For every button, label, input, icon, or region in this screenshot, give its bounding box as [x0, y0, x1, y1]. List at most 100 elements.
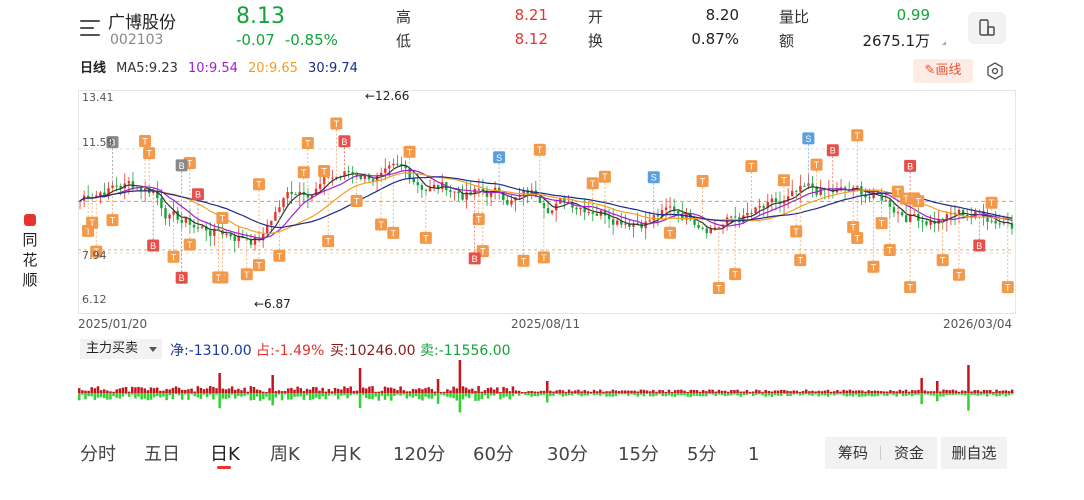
flow-sell-bar	[960, 393, 964, 396]
flow-buy-bar	[174, 386, 178, 393]
ma10-line	[79, 169, 1013, 239]
flow-buy-bar	[711, 389, 714, 393]
kline-chart-frame[interactable]	[78, 90, 1016, 314]
tab-1min[interactable]: 1分	[748, 444, 760, 465]
flow-sell-bar	[327, 393, 331, 396]
flow-buy: 买:10246.00	[330, 343, 416, 359]
flow-buy-bar	[318, 390, 321, 393]
flow-sell-bar	[205, 393, 209, 398]
signal-marker-label: B	[472, 254, 478, 264]
flow-sell-bar	[592, 393, 596, 396]
signal-marker-label: T	[602, 172, 608, 182]
flow-buy-bar	[96, 386, 100, 393]
signal-marker-label: T	[354, 197, 360, 207]
signal-marker-box	[1001, 281, 1014, 294]
signal-marker-box	[904, 281, 917, 294]
flow-sell-bar	[352, 393, 356, 395]
flow-buy-bar	[914, 390, 917, 393]
landscape-toggle-button[interactable]	[968, 12, 1006, 44]
flow-buy-bar	[998, 390, 1001, 393]
tab-5min[interactable]: 5分	[687, 444, 717, 465]
candle-body	[672, 206, 676, 212]
flow-sell-bar	[770, 393, 774, 397]
flow-buy-bar	[1001, 390, 1005, 393]
flow-sell-bar	[93, 393, 97, 400]
brand-char: 花	[22, 251, 38, 269]
candle-body	[900, 212, 904, 216]
kline-chart[interactable]: TTSTTBTTTTTTTTTTTTTTTTTTSTTTTTTTTTTBTTTB…	[78, 90, 1014, 312]
flow-buy-bar	[283, 391, 287, 393]
signal-marker-label: B	[195, 190, 201, 200]
tab-monthly-k[interactable]: 月K	[331, 444, 361, 465]
tab-120min[interactable]: 120分	[393, 444, 446, 465]
signal-marker-label: T	[146, 149, 152, 159]
flow-buy-bar	[745, 390, 749, 393]
flow-buy-bar	[867, 390, 870, 393]
flow-sell-bar	[209, 393, 212, 395]
tab-15min[interactable]: 15分	[618, 444, 659, 465]
flow-buy-bar	[137, 386, 140, 393]
funds-button[interactable]: 资金	[893, 444, 924, 462]
tab-weekly-k[interactable]: 周K	[270, 444, 300, 465]
flow-buy-bar	[726, 391, 730, 393]
tab-five-day[interactable]: 五日	[144, 444, 180, 465]
draw-line-button[interactable]: ✎画线	[913, 59, 973, 83]
candle-body	[782, 200, 786, 204]
flow-sell-bar	[474, 393, 477, 401]
flow-sell-bar	[858, 393, 861, 397]
flow-buy-bar	[854, 390, 858, 393]
indicator-select[interactable]: 主力买卖	[80, 339, 162, 359]
flow-sell-bar	[917, 393, 920, 395]
flow-buy-bar	[205, 388, 209, 393]
tab-intraday[interactable]: 分时	[80, 444, 116, 465]
candle-body	[791, 190, 794, 197]
flow-sell-bar	[449, 393, 452, 398]
flow-sell-bar	[124, 393, 128, 395]
flow-sell-bar	[795, 393, 799, 395]
flow-sell-bar	[218, 393, 221, 409]
flow-sell-bar	[243, 393, 246, 396]
flow-buy-bar	[870, 390, 873, 393]
flow-sell-bar	[536, 393, 540, 397]
candle-body	[766, 202, 769, 208]
menu-icon[interactable]	[80, 20, 100, 36]
flow-sell-bar	[277, 393, 281, 395]
candle-body	[168, 214, 171, 219]
flow-buy-bar	[945, 389, 948, 393]
flow-buy-bar	[624, 390, 627, 393]
flow-buy-bar	[361, 387, 365, 393]
flow-sell-bar	[296, 393, 299, 397]
candle-body	[681, 213, 684, 220]
flow-buy-bar	[215, 388, 218, 393]
flow-buy-bar	[380, 390, 384, 393]
signal-marker-label: T	[732, 270, 738, 280]
tab-daily-k[interactable]: 日K	[210, 444, 240, 465]
candle-body	[921, 220, 924, 222]
signal-marker-label: T	[521, 256, 527, 266]
candle-body	[758, 205, 761, 208]
candle-body	[139, 187, 143, 192]
flow-sell-bar	[349, 393, 352, 396]
signal-marker-box	[790, 225, 803, 238]
ma-title[interactable]: 日线	[80, 61, 107, 76]
flow-sell-bar	[564, 393, 568, 396]
candle-body	[628, 223, 631, 227]
remove-watchlist-button[interactable]: 删自选	[941, 437, 1007, 469]
tab-30min[interactable]: 30分	[547, 444, 588, 465]
flow-buy-bar	[795, 390, 799, 393]
signal-marker-box	[729, 268, 742, 281]
tab-60min[interactable]: 60分	[473, 444, 514, 465]
signal-marker-box	[387, 226, 400, 239]
flow-buy-bar	[907, 391, 911, 393]
main-force-flow-chart[interactable]	[78, 360, 1014, 422]
candle-body	[868, 197, 871, 199]
flow-sell-bar	[973, 393, 976, 396]
flow-buy-bar	[683, 390, 686, 393]
settings-hexagon-icon[interactable]	[986, 62, 1004, 80]
signal-marker-label: B	[341, 137, 347, 147]
flow-buy-bar	[265, 391, 268, 393]
chip-distribution-button[interactable]: 筹码	[837, 444, 868, 462]
signal-marker-box	[212, 271, 225, 284]
flow-buy-bar	[149, 387, 153, 393]
flow-buy-bar	[464, 387, 468, 393]
